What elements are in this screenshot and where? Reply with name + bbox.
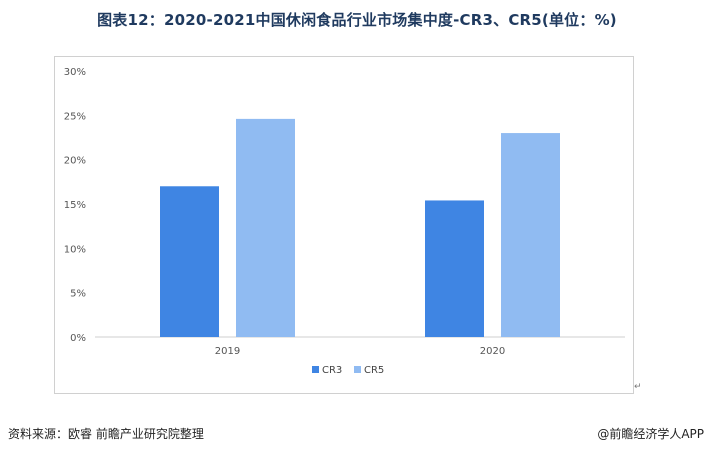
- chart-title: 图表12：2020-2021中国休闲食品行业市场集中度-CR3、CR5(单位：%…: [97, 11, 617, 29]
- bars: [160, 118, 560, 337]
- x-axis-ticks: 2019 2020: [215, 346, 505, 357]
- y-tick-label: 15%: [64, 200, 86, 211]
- x-tick-label: 2020: [480, 346, 505, 357]
- bar-cr3-2019: [160, 186, 219, 337]
- legend: CR3 CR5: [312, 365, 384, 376]
- y-tick-label: 10%: [64, 244, 86, 255]
- y-tick-label: 30%: [64, 67, 86, 78]
- source-note: 资料来源：欧睿 前瞻产业研究院整理: [8, 427, 204, 441]
- y-axis-ticks: 0% 5% 10% 15% 20% 25% 30%: [64, 67, 86, 344]
- bar-cr5-2019: [236, 118, 295, 337]
- bar-cr3-2020: [425, 200, 484, 337]
- return-mark-icon: ↵: [634, 382, 642, 392]
- legend-label-cr3: CR3: [322, 365, 342, 376]
- x-tick-label: 2019: [215, 346, 240, 357]
- y-tick-label: 5%: [70, 289, 86, 300]
- legend-swatch-cr5: [354, 366, 361, 373]
- y-tick-label: 25%: [64, 111, 86, 122]
- legend-swatch-cr3: [312, 366, 319, 373]
- bar-cr5-2020: [501, 133, 560, 337]
- brand-credit: @前瞻经济学人APP: [597, 427, 704, 441]
- y-tick-label: 20%: [64, 156, 86, 167]
- y-tick-label: 0%: [70, 333, 86, 344]
- legend-label-cr5: CR5: [364, 365, 384, 376]
